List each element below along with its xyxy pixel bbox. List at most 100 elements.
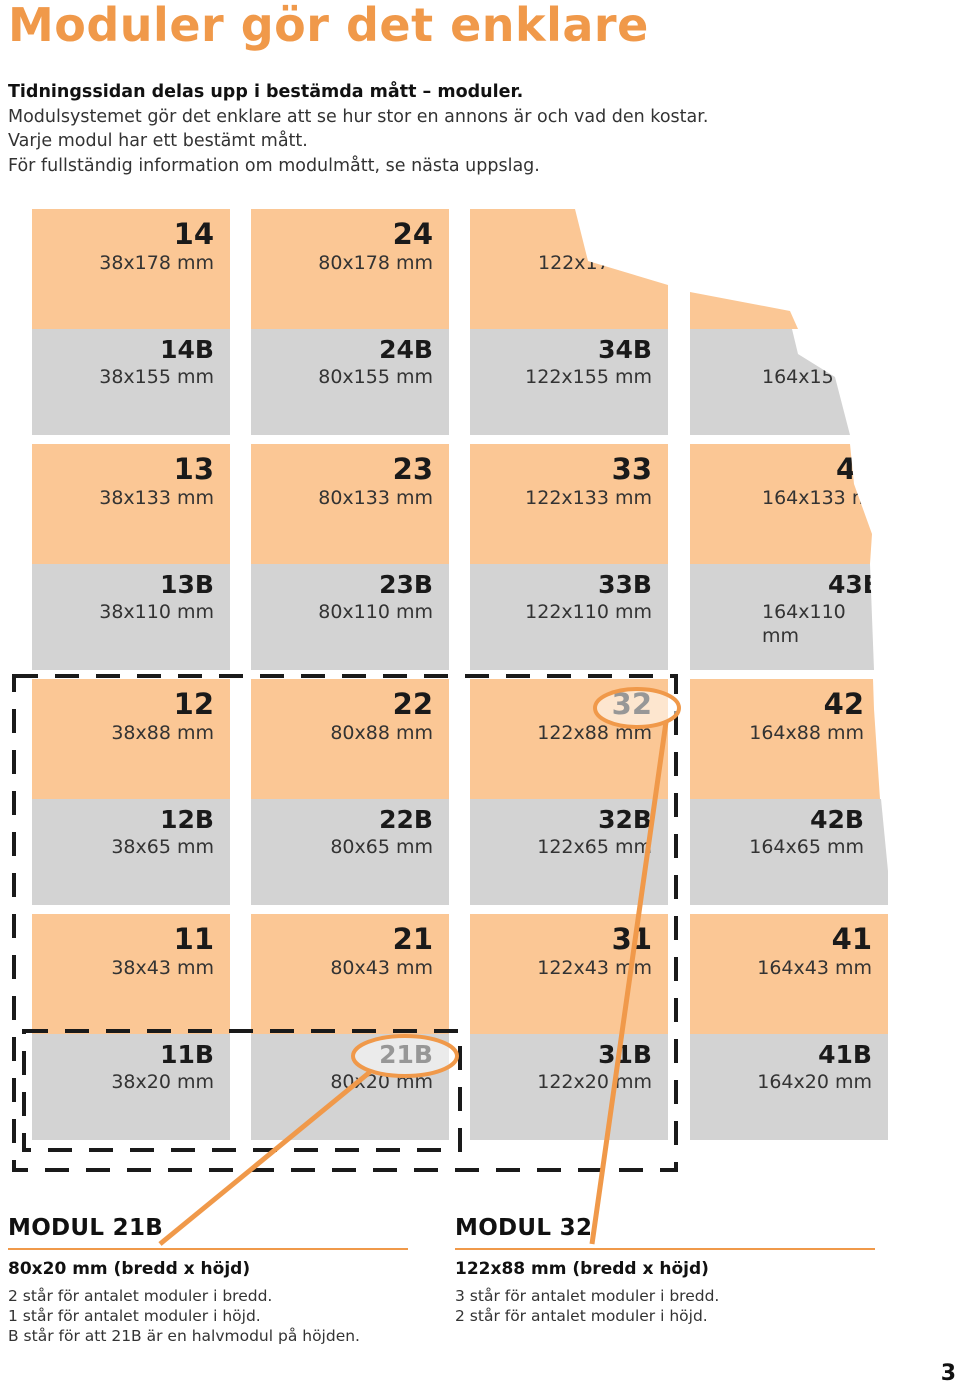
module-size: 122x43 mm	[537, 957, 652, 979]
module-32-desc: 2 står för antalet moduler i höjd.	[455, 1307, 708, 1325]
module-cell-14: 14 38x178 mm	[32, 209, 230, 329]
module-cell-41b: 41B 164x20 mm	[690, 1034, 888, 1140]
module-number: 21	[392, 922, 433, 956]
module-number: 34B	[598, 335, 652, 364]
module-21b-info: MODUL 21B 80x20 mm (bredd x höjd) 2 står…	[8, 1214, 408, 1346]
module-number: 21B	[379, 1040, 433, 1069]
module-number: 13B	[160, 570, 214, 599]
module-number: 42B	[810, 805, 864, 834]
module-size: 80x43 mm	[330, 957, 433, 979]
module-size: 38x88 mm	[111, 722, 214, 744]
module-number	[470, 219, 668, 249]
module-cell-32: 32 122x88 mm	[470, 679, 668, 799]
module-size: 122x20 mm	[537, 1071, 652, 1093]
module-size: 80x133 mm	[318, 487, 433, 509]
module-number: 41	[831, 922, 872, 956]
module-size: 38x110 mm	[99, 601, 214, 623]
module-cell-22b: 22B 80x65 mm	[251, 799, 449, 905]
module-size: 164x133 m	[762, 487, 871, 509]
module-21b-desc: 2 står för antalet moduler i bredd.	[8, 1287, 273, 1305]
module-21b-size: 80x20 mm (bredd x höjd)	[8, 1259, 251, 1279]
intro-lead: Tidningssidan delas upp i bestämda mått …	[8, 82, 524, 102]
module-cell-43-torn: 4 164x133 m	[690, 444, 872, 564]
module-size: 80x110 mm	[318, 601, 433, 623]
module-cell-44b-torn: 164x15	[690, 329, 850, 435]
intro-line: Modulsystemet gör det enklare att se hur…	[8, 106, 709, 127]
module-size: 80x65 mm	[330, 836, 433, 858]
module-cell-44-torn	[690, 292, 798, 329]
intro-text: Tidningssidan delas upp i bestämda mått …	[8, 80, 708, 178]
module-cell-32b: 32B 122x65 mm	[470, 799, 668, 905]
module-size: 80x155 mm	[318, 366, 433, 388]
module-size: 80x20 mm	[330, 1071, 433, 1093]
module-cell-34b: 34B 122x155 mm	[470, 329, 668, 435]
module-cell-34: 122x17	[470, 209, 668, 329]
module-cell-24: 24 80x178 mm	[251, 209, 449, 329]
module-number: 43B	[828, 570, 882, 599]
module-cell-23: 23 80x133 mm	[251, 444, 449, 564]
module-32-desc: 3 står för antalet moduler i bredd.	[455, 1287, 720, 1305]
module-number: 32B	[598, 805, 652, 834]
module-cell-12b: 12B 38x65 mm	[32, 799, 230, 905]
module-size: 164x65 mm	[749, 836, 864, 858]
module-cell-23b: 23B 80x110 mm	[251, 564, 449, 670]
module-cell-31b: 31B 122x20 mm	[470, 1034, 668, 1140]
module-size: 38x178 mm	[99, 252, 214, 274]
intro-line: Varje modul har ett bestämt mått.	[8, 131, 308, 151]
module-number: 24B	[379, 335, 433, 364]
module-cell-13b: 13B 38x110 mm	[32, 564, 230, 670]
module-size: 122x88 mm	[537, 722, 652, 744]
module-number: 42	[823, 687, 864, 721]
module-number: 4	[836, 452, 857, 486]
module-size: 38x43 mm	[111, 957, 214, 979]
module-number: 14	[173, 217, 214, 251]
module-cell-12: 12 38x88 mm	[32, 679, 230, 799]
module-size: 38x65 mm	[111, 836, 214, 858]
module-number: 13	[173, 452, 214, 486]
module-size: 80x88 mm	[330, 722, 433, 744]
module-number: 32	[611, 687, 652, 721]
module-number: 22	[392, 687, 433, 721]
module-cell-22: 22 80x88 mm	[251, 679, 449, 799]
module-number: 33	[611, 452, 652, 486]
module-cell-42b: 42B 164x65 mm	[690, 799, 888, 905]
module-32-info: MODUL 32 122x88 mm (bredd x höjd) 3 står…	[455, 1214, 875, 1326]
module-number: 11B	[160, 1040, 214, 1069]
module-cell-24b: 24B 80x155 mm	[251, 329, 449, 435]
module-number: 12B	[160, 805, 214, 834]
module-cell-33b: 33B 122x110 mm	[470, 564, 668, 670]
module-cell-14b: 14B 38x155 mm	[32, 329, 230, 435]
module-size: 164x88 mm	[749, 722, 864, 744]
module-size: 164x20 mm	[757, 1071, 872, 1093]
page-title: Moduler gör det enklare	[8, 0, 649, 52]
module-cell-21b: 21B 80x20 mm	[251, 1034, 449, 1140]
page-number: 3	[940, 1361, 956, 1386]
module-size: 38x155 mm	[99, 366, 214, 388]
divider	[8, 1248, 408, 1250]
module-number: 31B	[598, 1040, 652, 1069]
module-number: 22B	[379, 805, 433, 834]
module-cell-13: 13 38x133 mm	[32, 444, 230, 564]
module-number: 11	[173, 922, 214, 956]
intro-line: För fullständig information om modulmått…	[8, 155, 540, 176]
module-cell-11: 11 38x43 mm	[32, 914, 230, 1034]
module-size: 164x15	[762, 366, 834, 388]
module-32-size: 122x88 mm (bredd x höjd)	[455, 1259, 709, 1279]
module-number: 33B	[598, 570, 652, 599]
module-size: 122x155 mm	[525, 366, 652, 388]
module-cell-33: 33 122x133 mm	[470, 444, 668, 564]
module-21b-heading: MODUL 21B	[8, 1215, 164, 1241]
module-size: 164x110 mm	[762, 601, 846, 647]
module-cell-21: 21 80x43 mm	[251, 914, 449, 1034]
module-number: 23B	[379, 570, 433, 599]
module-size: 38x20 mm	[111, 1071, 214, 1093]
module-32-heading: MODUL 32	[455, 1215, 593, 1241]
module-21b-desc: 1 står för antalet moduler i höjd.	[8, 1307, 261, 1325]
divider	[455, 1248, 875, 1250]
module-size: 122x17	[538, 252, 610, 274]
module-size: 38x133 mm	[99, 487, 214, 509]
module-size: 164x43 mm	[757, 957, 872, 979]
module-cell-42: 42 164x88 mm	[690, 679, 880, 799]
module-cell-43b: 43B 164x110 mm	[690, 564, 874, 670]
module-size: 122x110 mm	[525, 601, 652, 623]
